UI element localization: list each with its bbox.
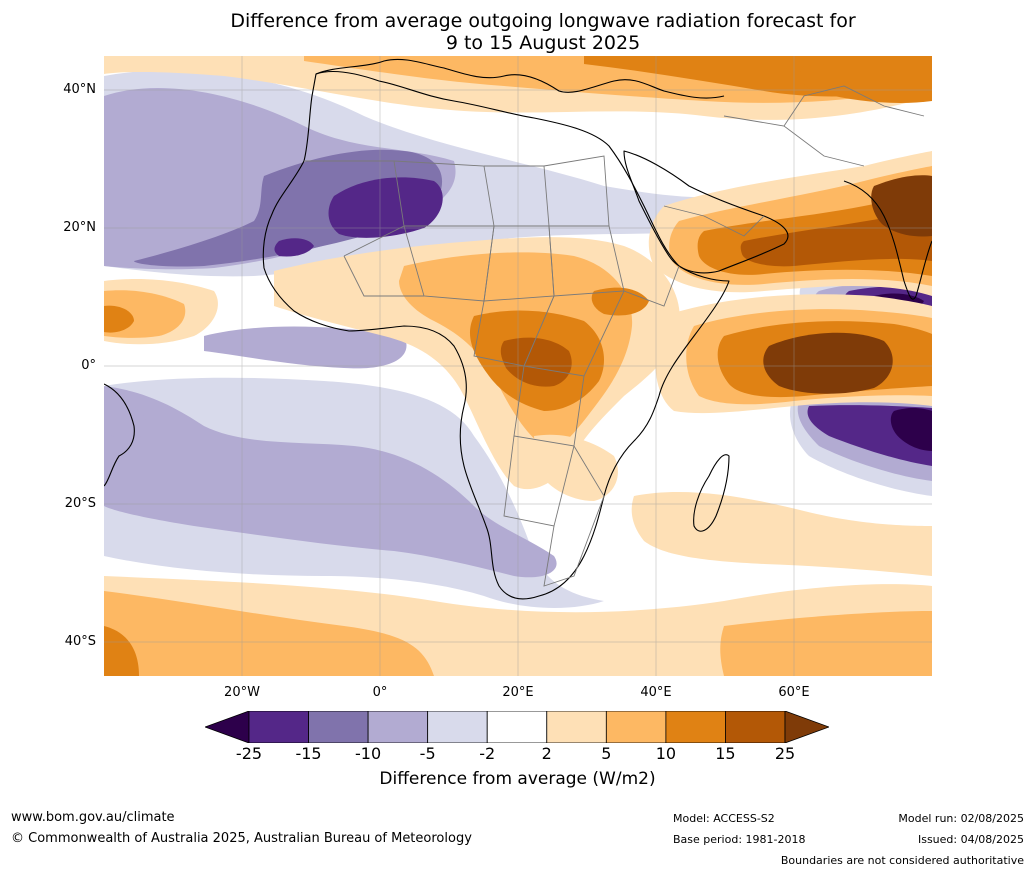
colorbar-svg <box>203 710 831 744</box>
lat-label-40n: 40°N <box>63 82 96 97</box>
colorbar-tick-label: -5 <box>419 744 436 763</box>
colorbar-extend-low <box>203 710 250 744</box>
orange-south-band-mid <box>104 591 434 676</box>
lat-label-40s: 40°S <box>64 634 96 649</box>
colorbar-tick-label: -15 <box>295 744 322 763</box>
colorbar-tick-label: 15 <box>715 744 736 763</box>
footer-disclaimer: Boundaries are not considered authoritat… <box>780 854 1024 867</box>
footer-model: Model: ACCESS-S2 <box>673 812 775 825</box>
lat-label-20s: 20°S <box>64 496 96 511</box>
colorbar <box>203 710 831 744</box>
lat-label-20n: 20°N <box>63 220 96 235</box>
lon-label-0: 0° <box>372 685 388 700</box>
footer-base-period: Base period: 1981-2018 <box>673 833 806 846</box>
footer-model-run: Model run: 02/08/2025 <box>898 812 1024 825</box>
colorbar-tick-label: -25 <box>235 744 263 763</box>
colorbar-tick-label: 25 <box>774 744 796 763</box>
map-canvas <box>104 56 932 676</box>
purple-sahara-core <box>328 177 443 238</box>
purple-north-atlantic-strong <box>134 149 443 267</box>
lon-label-40e: 40°E <box>640 685 672 700</box>
purple-gulf-guinea <box>204 326 407 369</box>
colorbar-extend-high <box>784 710 831 744</box>
colorbar-segment <box>308 710 369 744</box>
purple-indian-south-core <box>890 407 932 451</box>
orange-south-east-mid <box>720 611 932 676</box>
footer-url: www.bom.gov.au/climate <box>11 810 175 825</box>
madagascar-coastline <box>693 454 730 532</box>
arabia-coastline <box>623 150 789 274</box>
footer-copyright: © Commonwealth of Australia 2025, Austra… <box>11 831 472 846</box>
orange-indian-eq-darkest <box>763 332 893 394</box>
lon-label-20w: 20°W <box>224 685 260 700</box>
colorbar-segment <box>665 710 726 744</box>
lon-label-60e: 60°E <box>778 685 810 700</box>
colorbar-tick-label: -2 <box>479 744 496 763</box>
colorbar-segment <box>367 710 429 744</box>
coastlines <box>104 58 932 600</box>
colorbar-label: Difference from average (W/m2) <box>379 769 656 789</box>
orange-atlantic-east-strong <box>104 305 134 333</box>
title-line-2: 9 to 15 August 2025 <box>445 32 641 54</box>
colorbar-segment <box>725 710 786 744</box>
colorbar-segment <box>427 710 488 744</box>
orange-caspian-strong <box>799 62 932 103</box>
colorbar-tick-label: 5 <box>601 744 612 763</box>
anomaly-map <box>104 56 932 676</box>
chart-title: Difference from average outgoing longwav… <box>0 10 1035 54</box>
lon-label-20e: 20°E <box>502 685 534 700</box>
colorbar-tick-label: 2 <box>541 744 552 763</box>
orange-madagascar-light <box>631 491 932 576</box>
map-gridlines <box>104 56 932 676</box>
colorbar-segment <box>605 710 667 744</box>
orange-central-dark <box>500 337 572 387</box>
purple-west-africa-core <box>274 238 314 257</box>
lat-label-0: 0° <box>81 358 96 373</box>
africa-coastline <box>262 71 730 600</box>
purple-south-atlantic-pocket <box>104 396 147 439</box>
colorbar-tick-label: 10 <box>655 744 677 763</box>
colorbar-tick-label: -10 <box>355 744 382 763</box>
colorbar-segment <box>248 710 309 744</box>
orange-south-band-strong <box>104 626 139 676</box>
title-line-1: Difference from average outgoing longwav… <box>230 10 856 32</box>
country-boundaries <box>304 85 925 587</box>
footer-issued: Issued: 04/08/2025 <box>917 833 1024 846</box>
india-coastline <box>843 180 932 300</box>
europe-coastline <box>315 58 725 99</box>
colorbar-segment <box>546 710 607 744</box>
colorbar-segment <box>486 710 548 744</box>
south-america-coastline <box>104 383 135 487</box>
purple-south-atlantic-mid <box>104 386 557 578</box>
